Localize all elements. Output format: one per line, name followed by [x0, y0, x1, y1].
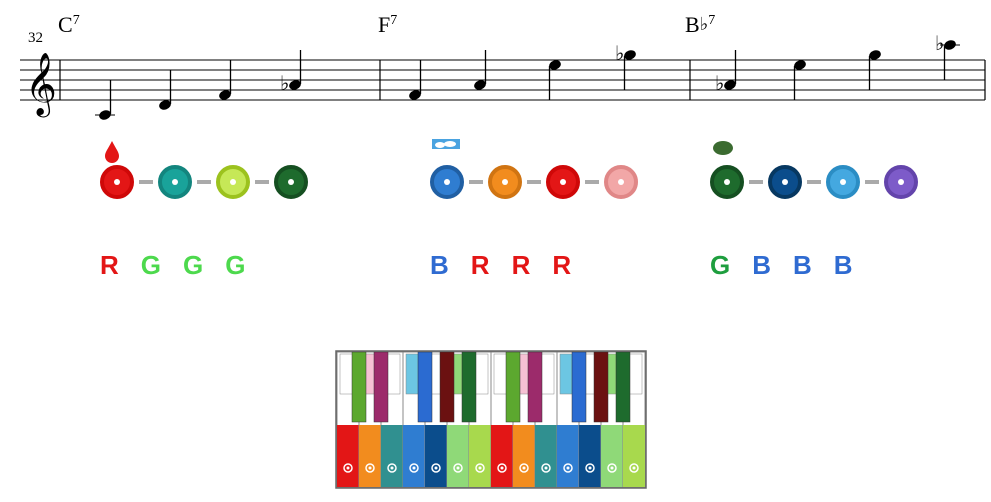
color-letter: B [430, 250, 449, 281]
color-dot [768, 165, 802, 199]
color-dot [158, 165, 192, 199]
color-dot [430, 165, 464, 199]
sky-icon [432, 139, 460, 160]
dot-connector [527, 180, 541, 184]
svg-text:♭: ♭ [715, 73, 724, 95]
color-dot-group [430, 165, 638, 199]
color-dot [826, 165, 860, 199]
svg-text:♭: ♭ [615, 43, 624, 65]
dot-connector [139, 180, 153, 184]
color-letter: B [793, 250, 812, 281]
color-letter: R [100, 250, 119, 281]
chord-symbol: B♭7 [685, 12, 715, 38]
color-letter: B [752, 250, 771, 281]
color-dot [710, 165, 744, 199]
color-dot-group [710, 165, 918, 199]
color-letter: R [552, 250, 571, 281]
music-staff: 𝄞 ♭ ♭ ♭ ♭ [10, 10, 990, 140]
color-letter: R [512, 250, 531, 281]
chord-symbol: C7 [58, 12, 80, 38]
dot-connector [865, 180, 879, 184]
color-letter: G [225, 250, 245, 281]
dot-connector [197, 180, 211, 184]
olive-icon [712, 139, 734, 162]
measure-number: 32 [28, 30, 43, 47]
color-letter: G [710, 250, 730, 281]
color-dot-row [100, 165, 950, 245]
color-dot [604, 165, 638, 199]
letter-group: BRRR [430, 250, 571, 281]
dot-connector [807, 180, 821, 184]
svg-text:𝄞: 𝄞 [25, 54, 57, 118]
dot-connector [749, 180, 763, 184]
svg-text:♭: ♭ [280, 73, 289, 95]
color-letter: R [471, 250, 490, 281]
chord-symbol: F7 [378, 12, 397, 38]
letter-group: RGGG [100, 250, 245, 281]
color-dot [488, 165, 522, 199]
svg-text:♭: ♭ [935, 33, 944, 55]
blood-drop-icon [102, 139, 122, 168]
staff-area: 32 𝄞 ♭ ♭ ♭ ♭ [10, 10, 980, 130]
color-letter: G [183, 250, 203, 281]
color-letter: G [141, 250, 161, 281]
color-dot [100, 165, 134, 199]
color-dot [216, 165, 250, 199]
dot-connector [585, 180, 599, 184]
dot-connector [469, 180, 483, 184]
color-letter: B [834, 250, 853, 281]
color-dot [546, 165, 580, 199]
colored-keyboard [335, 350, 655, 490]
color-dot [274, 165, 308, 199]
letter-row: RGGGBRRRGBBB [100, 250, 950, 290]
color-dot [884, 165, 918, 199]
color-dot-group [100, 165, 308, 199]
dot-connector [255, 180, 269, 184]
letter-group: GBBB [710, 250, 853, 281]
